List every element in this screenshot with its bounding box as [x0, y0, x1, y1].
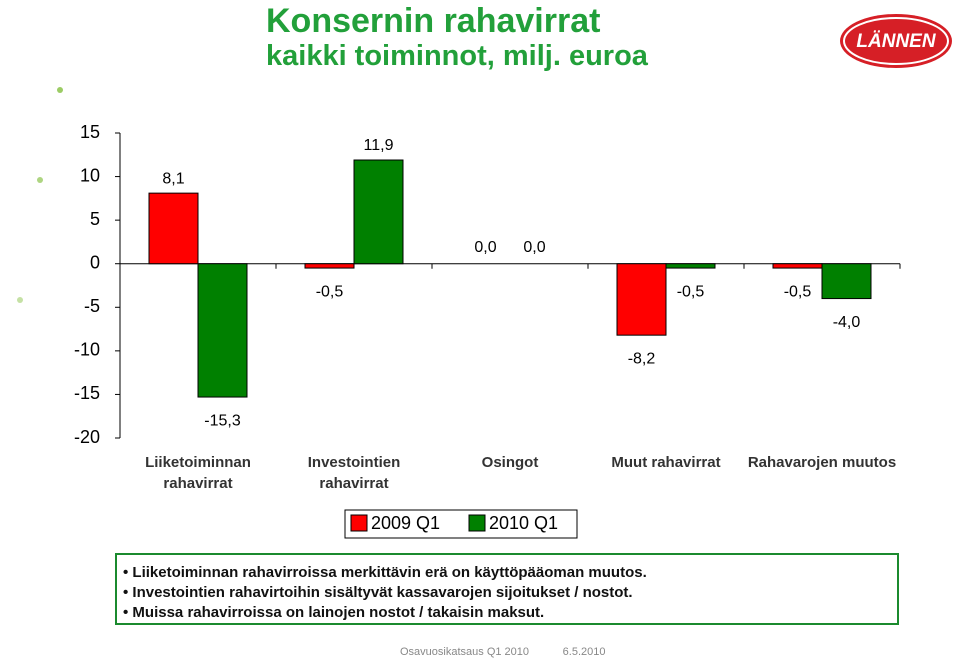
bar: [353, 159, 404, 265]
decor: [17, 297, 23, 303]
value-label: 11,9: [364, 137, 394, 154]
note-item: • Muissa rahavirroissa on lainojen nosto…: [123, 604, 545, 621]
value-label: -8,2: [628, 350, 656, 367]
legend-label: 2010 Q1: [489, 513, 558, 533]
y-tick-label: 0: [90, 252, 100, 272]
value-label: 0,0: [523, 239, 545, 256]
note-text: Investointien rahavirtoihin sisältyvät k…: [132, 584, 633, 601]
y-tick-label: 5: [90, 209, 100, 229]
y-tick-label: -5: [84, 296, 100, 316]
value-label: -0,5: [677, 283, 705, 300]
value-label: -4,0: [833, 314, 861, 331]
y-tick-label: 15: [80, 122, 100, 142]
note-item: • Liiketoiminnan rahavirroissa merkittäv…: [123, 564, 647, 581]
x-tick-label: Rahavarojen muutos: [747, 454, 897, 471]
value-label: 0,0: [474, 239, 496, 256]
y-tick-label: 10: [80, 165, 100, 185]
value-label: -15,3: [204, 412, 241, 429]
title: Konsernin rahavirrat: [266, 2, 601, 40]
legend-swatch: [468, 514, 486, 532]
footer-date: 6.5.2010: [562, 646, 606, 658]
bar: [148, 192, 199, 265]
footer-event: Osavuosikatsaus Q1 2010: [400, 646, 530, 658]
legend-box: [344, 509, 578, 539]
value-label: -0,5: [784, 283, 812, 300]
note-item: • Investointien rahavirtoihin sisältyvät…: [123, 584, 633, 601]
x-tick-label: Investointien rahavirrat: [307, 454, 401, 492]
footer: Osavuosikatsaus Q1 2010 6.5.2010: [400, 646, 605, 658]
decor: [37, 177, 43, 183]
y-tick-label: -10: [74, 340, 100, 360]
value-label: -0,5: [316, 283, 344, 300]
bar: [616, 263, 667, 336]
bar: [821, 263, 872, 300]
legend-swatch: [350, 514, 368, 532]
value-label: 8,1: [162, 170, 184, 187]
bar: [665, 263, 716, 269]
x-tick-label: Liiketoiminnan rahavirrat: [145, 454, 251, 492]
logo-badge: [840, 14, 952, 68]
x-tick-label: Muut rahavirrat: [611, 454, 721, 471]
bar: [304, 263, 355, 269]
decor: [57, 87, 63, 93]
y-tick-label: -15: [74, 383, 100, 403]
bar: [197, 263, 248, 398]
logo-text: LÄNNEN: [856, 31, 936, 52]
x-tick-label: Osingot: [481, 454, 539, 471]
notes: • Liiketoiminnan rahavirroissa merkittäv…: [115, 553, 899, 625]
y-tick-label: -20: [74, 427, 100, 447]
logo-ring: [843, 17, 949, 65]
bar: [772, 263, 823, 269]
note-text: Muissa rahavirroissa on lainojen nostot …: [132, 604, 545, 621]
subtitle: kaikki toiminnot, milj. euroa: [266, 40, 648, 72]
legend-label: 2009 Q1: [371, 513, 440, 533]
note-text: Liiketoiminnan rahavirroissa merkittävin…: [132, 564, 647, 581]
